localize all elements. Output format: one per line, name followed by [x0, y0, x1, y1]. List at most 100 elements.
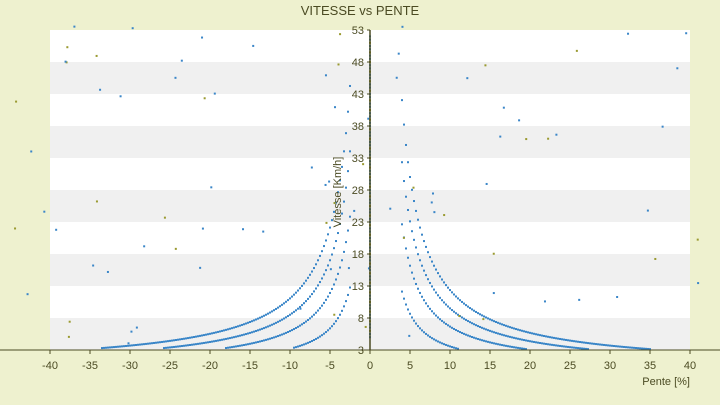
data-point	[425, 274, 427, 277]
data-point	[271, 323, 273, 326]
data-point	[455, 347, 457, 350]
data-point	[395, 76, 398, 79]
data-point	[325, 269, 327, 272]
data-point	[595, 343, 597, 346]
data-point	[255, 318, 257, 321]
data-point	[457, 330, 459, 333]
data-point	[533, 332, 535, 335]
data-point	[461, 300, 463, 303]
data-point	[362, 163, 365, 166]
data-point	[411, 316, 413, 319]
data-point	[253, 319, 255, 322]
data-point	[339, 33, 342, 36]
data-point	[339, 222, 341, 225]
data-point	[407, 208, 409, 211]
data-point	[309, 295, 311, 298]
data-point	[324, 74, 327, 77]
data-point	[527, 331, 529, 334]
data-point	[423, 269, 425, 272]
data-point	[507, 325, 509, 328]
data-point	[543, 342, 545, 345]
data-point	[173, 339, 175, 342]
data-point	[149, 342, 151, 345]
data-point	[311, 340, 313, 343]
data-point	[339, 179, 341, 182]
data-point	[467, 334, 469, 337]
data-point	[591, 342, 593, 345]
data-point	[569, 346, 571, 349]
data-point	[505, 334, 507, 337]
data-point	[43, 210, 46, 213]
data-point	[293, 346, 295, 349]
data-point	[545, 335, 547, 338]
data-point	[277, 335, 279, 338]
x-tick-label: -25	[162, 360, 178, 372]
data-point	[445, 303, 447, 306]
data-point	[175, 345, 177, 348]
x-tick-label: 20	[524, 360, 536, 372]
data-point	[437, 340, 439, 343]
data-point	[295, 309, 297, 312]
data-point	[329, 259, 331, 262]
data-point	[223, 338, 225, 341]
data-point	[14, 227, 17, 230]
data-point	[563, 345, 565, 348]
data-point	[145, 342, 147, 345]
data-point	[106, 270, 109, 273]
data-point	[327, 264, 329, 267]
data-point	[313, 313, 315, 316]
data-point	[257, 340, 259, 343]
data-point	[241, 323, 243, 326]
data-point	[325, 298, 327, 301]
x-tick-label: 0	[367, 360, 373, 372]
data-point	[249, 331, 251, 334]
data-point	[585, 341, 587, 344]
data-point	[327, 329, 329, 332]
data-point	[349, 150, 351, 153]
data-point	[439, 318, 441, 321]
data-point	[469, 335, 471, 338]
data-point	[287, 315, 289, 318]
data-point	[401, 99, 403, 102]
data-point	[255, 329, 257, 332]
y-tick-label: 33	[352, 153, 364, 165]
data-point	[305, 279, 307, 282]
data-point	[343, 250, 345, 253]
data-point	[421, 264, 423, 267]
data-point	[317, 336, 319, 339]
data-point	[437, 316, 439, 319]
data-point	[487, 329, 489, 332]
data-point	[229, 327, 231, 330]
data-point	[321, 334, 323, 337]
data-point	[131, 344, 133, 347]
data-point	[431, 310, 433, 313]
data-point	[233, 345, 235, 348]
data-point	[333, 322, 335, 325]
data-point	[289, 330, 291, 333]
data-point	[429, 307, 431, 310]
data-point	[271, 337, 273, 340]
data-point	[205, 333, 207, 336]
data-point	[501, 344, 503, 347]
data-point	[319, 307, 321, 310]
data-point	[503, 334, 505, 337]
data-point	[529, 340, 531, 343]
data-point	[515, 337, 517, 340]
data-point	[199, 266, 202, 269]
data-point	[431, 260, 433, 263]
data-point	[165, 346, 167, 349]
x-tick-label: -10	[282, 360, 298, 372]
data-point	[191, 343, 193, 346]
data-point	[417, 287, 419, 290]
data-point	[307, 341, 309, 344]
data-point	[479, 325, 481, 328]
data-point	[261, 339, 263, 342]
data-point	[409, 264, 411, 267]
data-point	[293, 328, 295, 331]
data-point	[333, 210, 335, 213]
data-point	[335, 278, 337, 281]
data-point	[401, 161, 403, 164]
data-point	[367, 267, 370, 270]
data-point	[259, 328, 261, 331]
data-point	[597, 343, 599, 346]
